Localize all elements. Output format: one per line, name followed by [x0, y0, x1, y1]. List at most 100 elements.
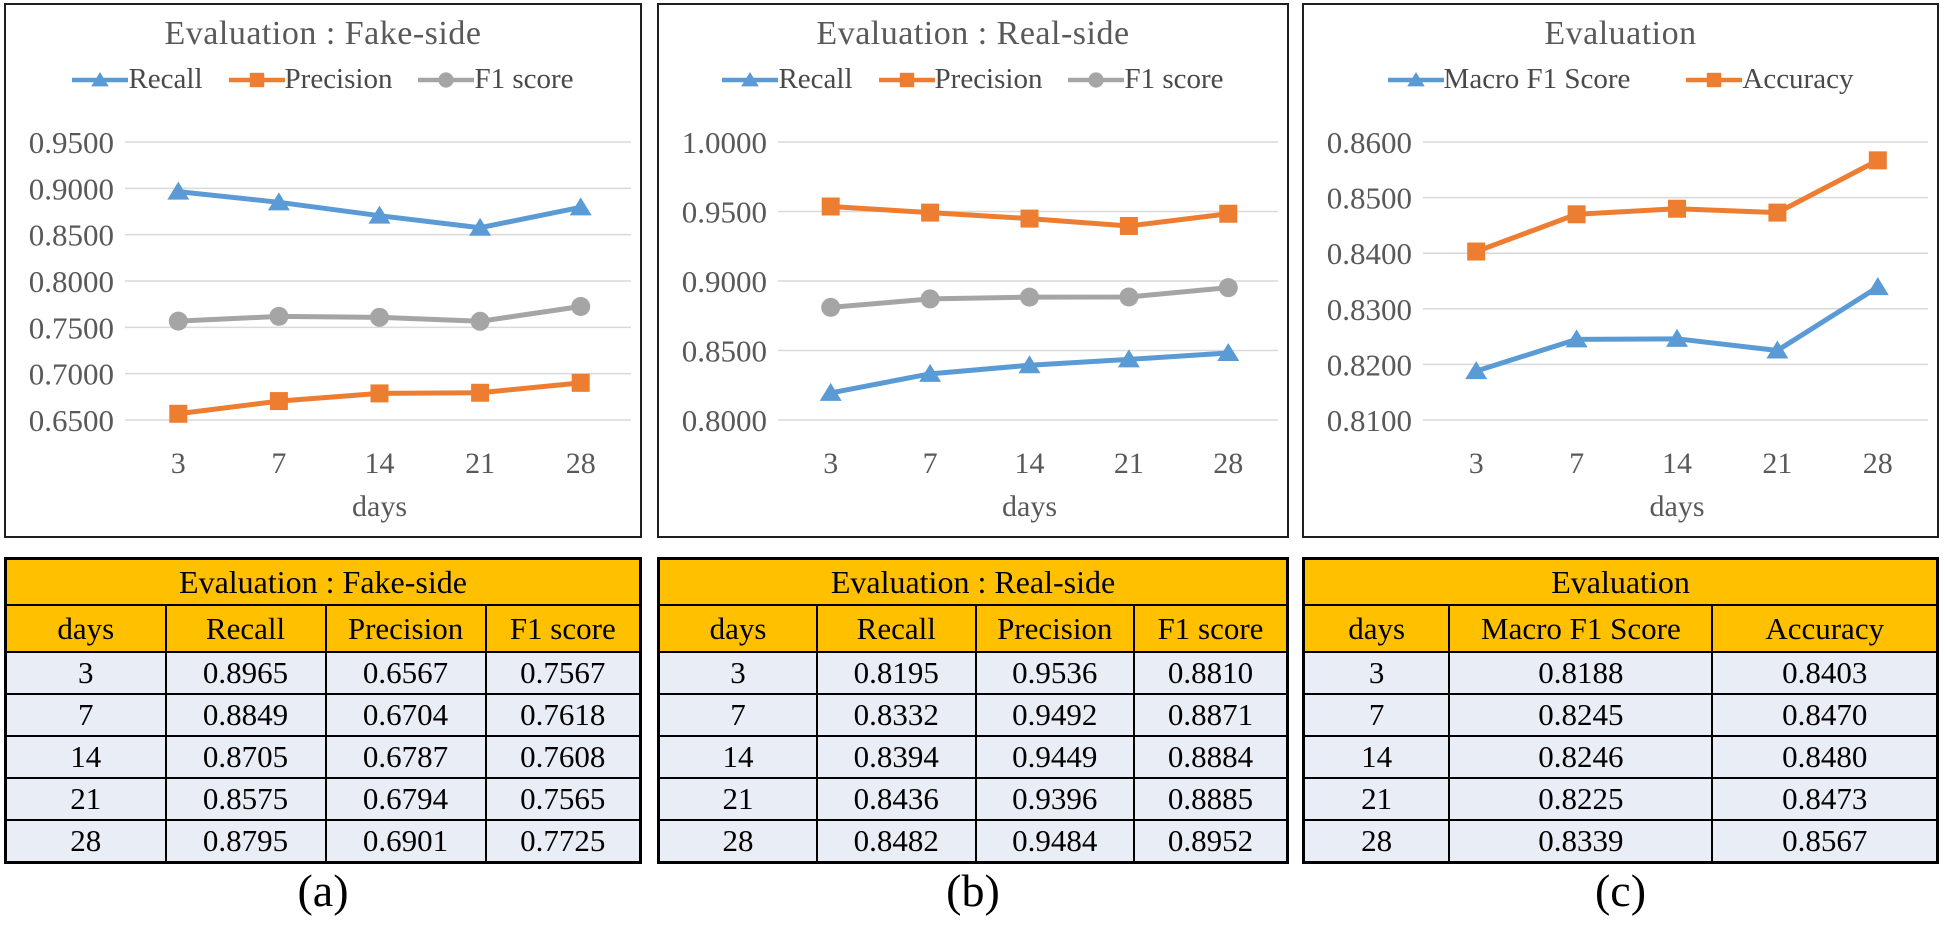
square-glyph — [1707, 72, 1722, 87]
data-point-marker — [169, 404, 188, 423]
legend-item-recall: Recall — [72, 63, 203, 96]
x-axis-tick-labels: 3 7 14 21 28 — [1469, 447, 1893, 480]
figure-caption-a: (a) — [297, 865, 349, 916]
series-f1-score — [821, 278, 1238, 317]
y-axis-tick-labels: 0.8600 0.8500 0.8400 0.8300 0.8200 0.8100 — [1327, 125, 1412, 438]
column-header: days — [4, 604, 167, 653]
table-cell: 0.6787 — [324, 735, 487, 779]
triangle-glyph — [741, 71, 760, 86]
series-recall — [819, 343, 1240, 401]
svg-text:14: 14 — [1662, 447, 1692, 480]
series-f1-score — [168, 296, 591, 331]
legend-label: Recall — [128, 63, 203, 95]
table-cell: 0.7725 — [484, 819, 642, 864]
legend-item-recall: Recall — [722, 63, 853, 96]
data-point-marker — [921, 203, 940, 222]
svg-text:7: 7 — [923, 447, 938, 480]
table-cell: 0.8188 — [1448, 651, 1714, 695]
svg-text:3: 3 — [1469, 447, 1484, 480]
svg-text:28: 28 — [1213, 447, 1243, 480]
table-cell: 0.9492 — [974, 693, 1135, 737]
figure-caption-c: (c) — [1594, 865, 1647, 916]
y-axis-tick-labels: 0.9500 0.9000 0.8500 0.8000 0.7500 0.7000 0.65… — [29, 125, 114, 438]
table-cell: 0.6794 — [324, 777, 487, 821]
circle-series-marker-icon — [418, 71, 475, 88]
data-point-marker — [1465, 361, 1488, 380]
table-cell: 0.8482 — [816, 819, 977, 864]
legend-label: Macro F1 Score — [1443, 63, 1631, 95]
column-header: Recall — [816, 604, 977, 653]
table-cell: 0.8795 — [164, 819, 327, 864]
x-axis-title: days — [1002, 490, 1057, 523]
data-point-marker — [1219, 204, 1238, 223]
table-cell: 0.8871 — [1133, 693, 1289, 737]
table-cell: 0.8575 — [164, 777, 327, 821]
table-cell: 7 — [4, 693, 167, 737]
table-row: 21 0.8225 0.8473 — [1302, 777, 1939, 821]
table-cell: 0.8473 — [1711, 777, 1939, 821]
square-glyph — [899, 72, 914, 87]
table-cell: 0.8332 — [816, 693, 977, 737]
data-point-marker — [1020, 209, 1039, 228]
column-header: Precision — [324, 604, 487, 653]
table-row: 21 0.8575 0.6794 0.7565 — [4, 777, 642, 821]
table-cell: 0.8885 — [1133, 777, 1289, 821]
data-point-marker — [471, 383, 490, 402]
table-row: 28 0.8339 0.8567 — [1302, 819, 1939, 864]
legend-item-f1-score: F1 score — [1068, 63, 1224, 96]
table-cell: 0.8225 — [1448, 777, 1714, 821]
data-point-marker — [1766, 340, 1789, 359]
table-cell: 0.8849 — [164, 693, 327, 737]
table-cell: 0.6901 — [324, 819, 487, 864]
legend-label: Precision — [284, 63, 393, 95]
table-cell: 0.8245 — [1448, 693, 1714, 737]
data-point-marker — [569, 197, 592, 216]
table-cell: 0.9536 — [974, 651, 1135, 695]
data-point-marker — [370, 384, 389, 403]
svg-text:0.9000: 0.9000 — [682, 264, 767, 299]
table-cell: 14 — [657, 735, 818, 779]
table-cell: 28 — [657, 819, 818, 864]
x-axis-tick-labels: 3 7 14 21 28 — [823, 447, 1243, 480]
svg-text:0.8300: 0.8300 — [1327, 292, 1412, 327]
table-cell: 0.8394 — [816, 735, 977, 779]
chart-panel-fake-side: Evaluation : Fake-side Recall Precision F1… — [4, 3, 642, 538]
legend-label: Recall — [778, 63, 853, 95]
square-series-marker-icon — [228, 72, 285, 87]
triangle-series-marker-icon — [722, 71, 779, 86]
table-cell: 0.8339 — [1448, 819, 1714, 864]
gridlines — [1423, 141, 1928, 421]
data-point-marker — [571, 373, 590, 392]
data-point-marker — [1467, 242, 1486, 261]
data-point-marker — [821, 297, 841, 317]
table-row: 14 0.8705 0.6787 0.7608 — [4, 735, 642, 779]
table-row: 21 0.8436 0.9396 0.8885 — [657, 777, 1289, 821]
table-cell: 0.8965 — [164, 651, 327, 695]
data-point-marker — [919, 363, 942, 382]
table-row: 3 0.8195 0.9536 0.8810 — [657, 651, 1289, 695]
table-cell: 14 — [1302, 735, 1451, 779]
table-cell: 0.9449 — [974, 735, 1135, 779]
legend-label: Accuracy — [1742, 63, 1854, 95]
x-axis-tick-labels: 3 7 14 21 28 — [171, 447, 596, 480]
chart-panel-overall: Evaluation Macro F1 Score Accuracy 0.8600… — [1302, 3, 1939, 538]
table-row: 14 0.8246 0.8480 — [1302, 735, 1939, 779]
table-cell: 7 — [1302, 693, 1451, 737]
table-cell: 0.8810 — [1133, 651, 1289, 695]
svg-text:14: 14 — [365, 447, 395, 480]
svg-text:0.9500: 0.9500 — [29, 125, 114, 160]
chart-legend: Macro F1 Score Accuracy — [1304, 63, 1937, 96]
table-cell: 0.8567 — [1711, 819, 1939, 864]
data-point-marker — [470, 311, 490, 331]
line-chart-svg: 0.8600 0.8500 0.8400 0.8300 0.8200 0.8100 3 7 14… — [1327, 125, 1928, 523]
data-point-marker — [269, 306, 289, 326]
data-point-marker — [167, 181, 190, 200]
gridlines — [778, 141, 1278, 421]
data-table-fake-side: Evaluation : Fake-side days Recall Precisio… — [4, 557, 642, 864]
table-cell: 0.8470 — [1711, 693, 1939, 737]
chart-legend: Recall Precision F1 score — [6, 63, 640, 96]
data-point-marker — [1218, 278, 1238, 298]
legend-item-precision: Precision — [878, 63, 1042, 96]
data-point-marker — [1868, 151, 1887, 170]
